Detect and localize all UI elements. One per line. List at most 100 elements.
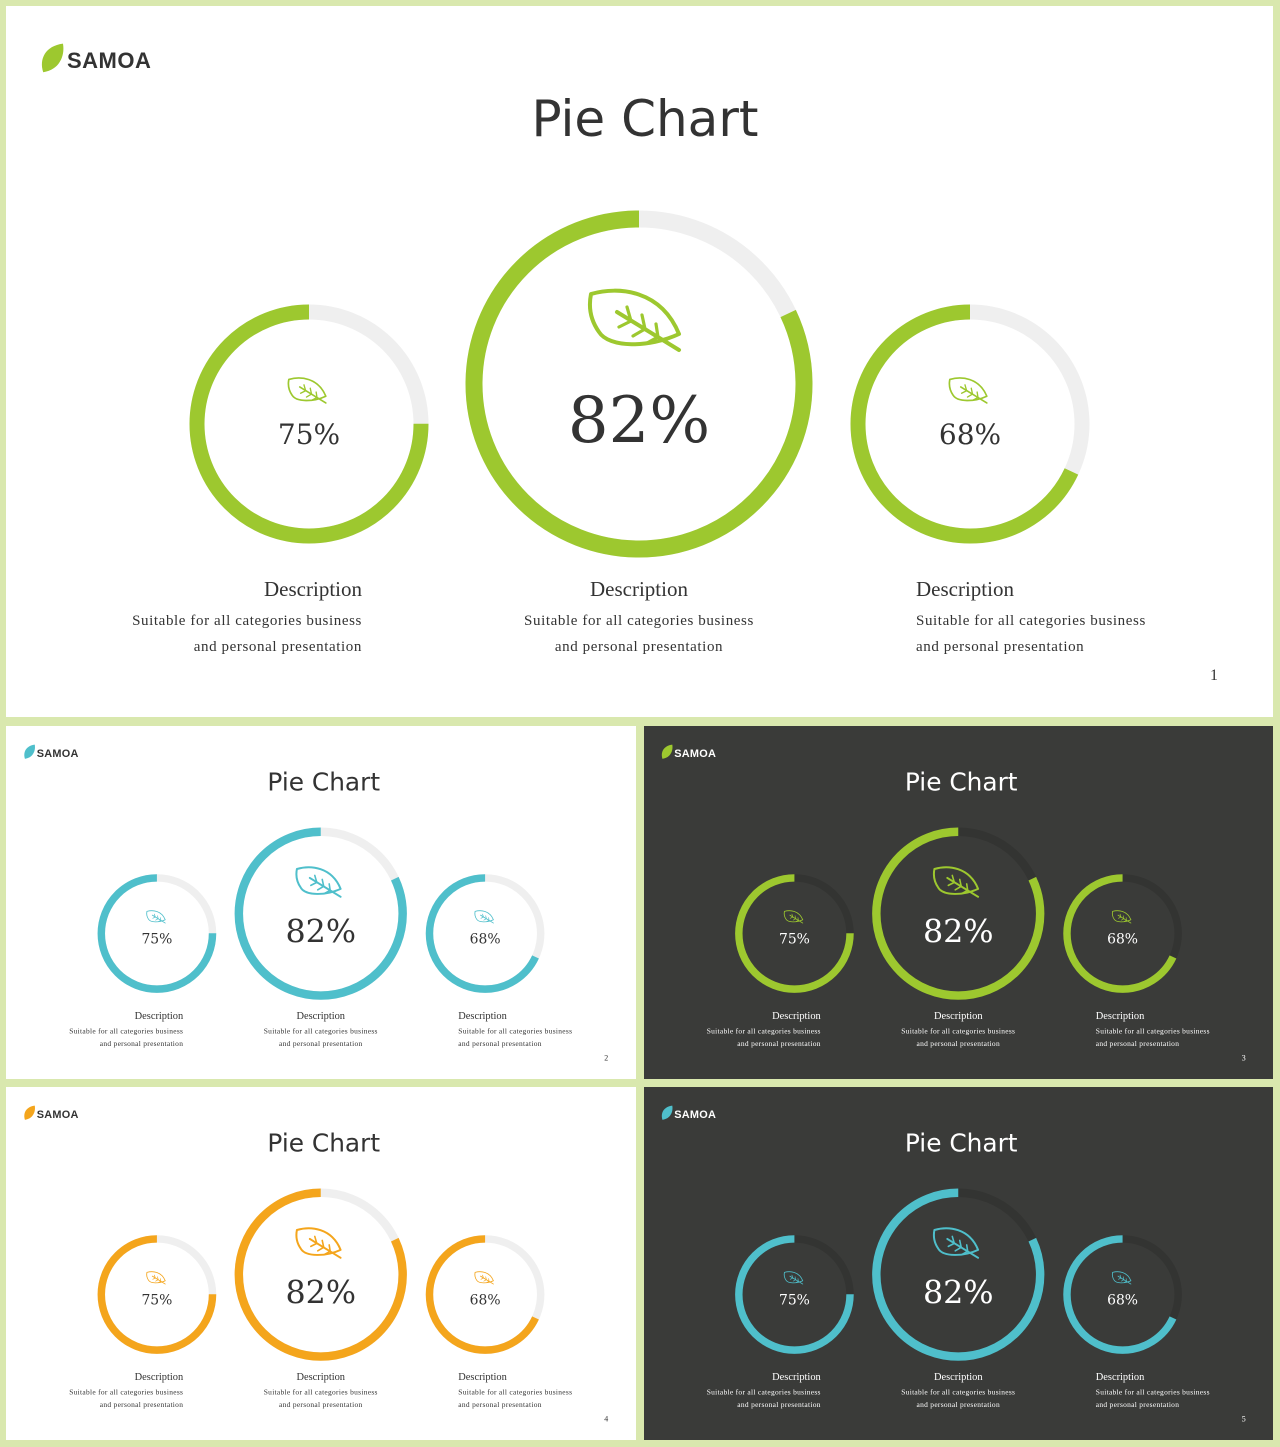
brand-name: SAMOA [37,1109,79,1121]
slide-5-canvas: SAMOA Pie Chart 75% Description Suitable for… [661,1105,1246,1424]
description-text: Suitable for all categories business [916,613,1146,629]
description-text: and personal presentation [458,1400,541,1409]
slide-1: SAMOA Pie Chart 75% Description Suitable for… [6,6,1273,717]
percentage-label: 82% [568,384,710,458]
slide-2-canvas: SAMOA Pie Chart 75% Description Suitable for… [24,744,608,1063]
description-text: Suitable for all categories business [524,613,754,629]
donut-slice [97,1235,217,1354]
donut-slice [425,1235,545,1354]
leaf-icon [295,1227,342,1259]
description-text: and personal presentation [279,1400,362,1409]
description-text: Suitable for all categories business [1096,1387,1210,1396]
description-text: and personal presentation [1096,1039,1179,1048]
percentage-label: 68% [939,418,1001,451]
percentage-label: 75% [141,931,172,947]
description-title: Description [458,1011,507,1022]
samoa-logo-icon [41,43,64,73]
donut-chart-2 [234,1188,407,1361]
donut-slice [735,874,854,993]
slide-title: Pie Chart [905,768,1018,797]
samoa-logo-icon [24,744,35,759]
description-text: and personal presentation [737,1039,820,1048]
donut-slice [189,304,429,544]
description-title: Description [296,1372,345,1383]
donut-chart-2 [872,827,1045,1000]
description-text: Suitable for all categories business [901,1387,1015,1396]
description-text: Suitable for all categories business [458,1387,572,1396]
description-text: and personal presentation [1096,1400,1179,1409]
leaf-icon [146,1271,166,1285]
slide-2: SAMOA Pie Chart 75% Description Suitable for… [6,726,636,1079]
percentage-label: 75% [141,1292,172,1308]
leaf-icon [588,288,681,352]
description-text: Suitable for all categories business [264,1387,378,1396]
slide-title: Pie Chart [267,768,380,797]
donut-chart-2 [234,827,407,1000]
leaf-icon [474,910,494,924]
description-title: Description [458,1372,507,1383]
description-title: Description [934,1011,983,1022]
leaf-icon [932,1227,980,1259]
description-text: and personal presentation [555,639,723,655]
leaf-icon [146,910,166,924]
slide-title: Pie Chart [267,1129,380,1158]
percentage-label: 75% [278,418,340,451]
percentage-label: 68% [1107,931,1138,947]
description-text: Suitable for all categories business [69,1026,183,1035]
description-text: Suitable for all categories business [707,1387,821,1396]
brand-name: SAMOA [37,748,79,760]
donut-slice [872,1188,1045,1361]
description-text: and personal presentation [917,1039,1000,1048]
donut-slice [425,874,545,993]
slide-3: SAMOA Pie Chart 75% Description Suitable for… [644,726,1273,1079]
description-text: and personal presentation [100,1400,183,1409]
donut-chart-3 [850,304,1090,544]
leaf-icon [1111,910,1132,924]
leaf-icon [783,910,804,924]
description-text: Suitable for all categories business [69,1387,183,1396]
samoa-logo-icon [24,1105,35,1120]
leaf-icon [287,377,327,404]
donut-chart-1 [97,874,217,993]
leaf-icon [295,866,342,898]
percentage-label: 75% [779,1292,810,1308]
slide-title: Pie Chart [531,90,758,148]
samoa-logo-icon [661,1105,673,1120]
description-text: and personal presentation [194,639,362,655]
percentage-label: 68% [470,931,501,947]
slide-1-canvas: SAMOA Pie Chart 75% Description Suitable for… [41,43,1218,684]
donut-chart-2 [872,1188,1045,1361]
donut-slice [735,1235,854,1354]
description-text: Suitable for all categories business [901,1026,1015,1035]
description-title: Description [916,577,1014,601]
description-text: Suitable for all categories business [1096,1026,1210,1035]
description-title: Description [772,1372,821,1383]
slide-title: Pie Chart [905,1129,1018,1158]
page-number: 5 [1242,1415,1246,1424]
donut-chart-1 [97,1235,217,1354]
leaf-icon [1111,1271,1132,1285]
percentage-label: 82% [285,914,356,950]
description-title: Description [1096,1011,1145,1022]
donut-chart-3 [1063,874,1182,993]
slide-4: SAMOA Pie Chart 75% Description Suitable for… [6,1087,636,1440]
samoa-logo-icon [661,744,673,759]
description-text: Suitable for all categories business [132,613,362,629]
description-title: Description [264,577,362,601]
description-title: Description [135,1011,184,1022]
leaf-icon [932,866,980,898]
description-title: Description [934,1372,983,1383]
percentage-label: 75% [779,931,810,947]
donut-slice [465,210,813,558]
page-number: 3 [1242,1054,1246,1063]
brand-name: SAMOA [674,748,716,760]
description-title: Description [296,1011,345,1022]
page-number: 1 [1210,667,1218,684]
description-text: and personal presentation [917,1400,1000,1409]
donut-slice [1063,1235,1182,1354]
donut-slice [234,1188,407,1361]
description-title: Description [135,1372,184,1383]
donut-slice [872,827,1045,1000]
donut-chart-3 [425,1235,545,1354]
description-title: Description [1096,1372,1145,1383]
